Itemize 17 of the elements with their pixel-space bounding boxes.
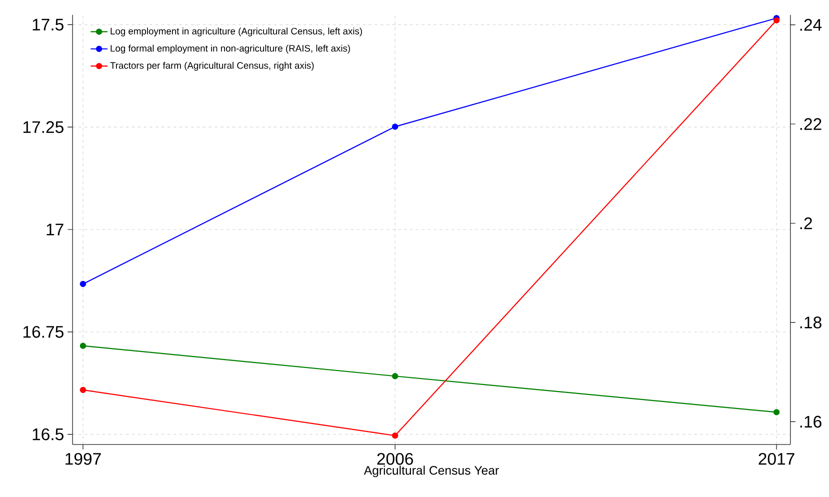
y-tick-label: 17.5 [32, 18, 64, 31]
y2-tick-label: .18 [800, 316, 822, 328]
y-tick-label: 17.25 [23, 121, 64, 134]
y2-tick-label: .24 [800, 18, 822, 31]
y2-tick-label: .22 [800, 118, 822, 130]
y-tick-label: 16.5 [32, 428, 64, 440]
y-tick-label: 17 [46, 224, 64, 236]
x-tick-label: 2006 [377, 452, 413, 465]
legend-label: Tractors per farm (Agricultural Census, right axis) [110, 62, 314, 71]
y2-tick-label: .16 [800, 416, 822, 428]
x-tick-label: 2017 [758, 452, 794, 465]
y2-tick-label: .2 [800, 217, 812, 230]
x-axis-title: Agricultural Census Year [364, 466, 499, 478]
legend-label: Log employment in agriculture (Agricultural Census, left axis) [110, 28, 362, 36]
y-tick-label: 16.75 [23, 326, 64, 338]
x-tick-label: 1997 [66, 452, 101, 465]
legend-label: Log formal employment in non-agriculture (RAIS, left axis) [110, 44, 350, 54]
